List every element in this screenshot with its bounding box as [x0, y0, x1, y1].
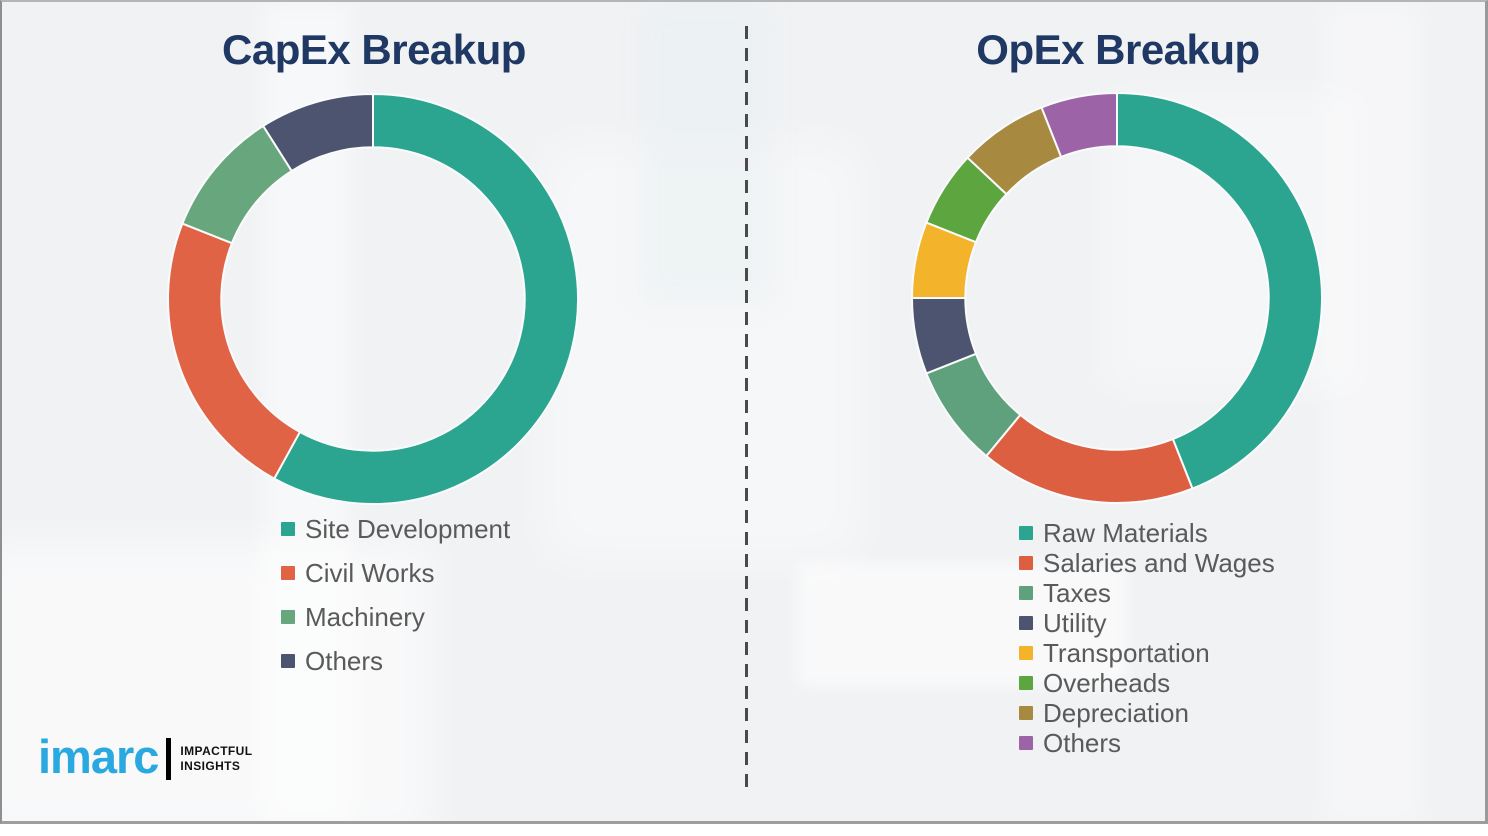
legend-swatch	[1019, 706, 1033, 720]
legend-label: Others	[1043, 727, 1122, 758]
legend-item: Site Development	[281, 513, 511, 544]
donut-segment-salaries-and-wages	[985, 413, 1194, 504]
legend-swatch	[281, 610, 295, 624]
legend-item: Depreciation	[1019, 698, 1275, 728]
legend-label: Taxes	[1043, 577, 1111, 608]
legend-label: Raw Materials	[1043, 517, 1208, 548]
legend-item: Utility	[1019, 608, 1275, 638]
legend-item: Machinery	[281, 601, 510, 632]
legend-item: Transportation	[1019, 638, 1275, 668]
legend-swatch	[1019, 526, 1033, 540]
legend-swatch	[1019, 556, 1033, 570]
legend-label: Machinery	[305, 601, 425, 632]
legend-label: Civil Works	[305, 557, 435, 588]
background-texture	[542, 142, 862, 562]
opex-donut-chart	[911, 92, 1323, 504]
legend-label: Site Development	[305, 513, 511, 544]
capex-donut-chart	[167, 93, 579, 505]
legend-swatch	[1019, 736, 1033, 750]
donut-segment-others	[262, 93, 374, 172]
vertical-dashed-divider	[745, 26, 748, 792]
legend-item: Salaries and Wages	[1019, 548, 1275, 578]
opex-legend: Raw Materials Salaries and Wages Taxes Util…	[1019, 518, 1275, 758]
donut-segment-others	[1040, 92, 1118, 158]
legend-label: Others	[305, 645, 384, 676]
legend-item: Others	[281, 645, 510, 676]
donut-segment-civil-works	[167, 222, 301, 480]
legend-label: Depreciation	[1043, 697, 1189, 728]
legend-swatch	[1019, 646, 1033, 660]
legend-item: Civil Works	[281, 557, 510, 588]
legend-item: Others	[1019, 728, 1275, 758]
legend-label: Transportation	[1043, 637, 1210, 668]
imarc-brand-text: imarc	[38, 730, 159, 783]
capex-chart-title: CapEx Breakup	[222, 26, 526, 73]
donut-segment-site-development	[273, 93, 579, 505]
donut-segment-raw-materials	[1116, 92, 1323, 490]
legend-swatch	[281, 566, 295, 580]
background-texture	[1322, 2, 1422, 821]
tagline-line2: INSIGHTS	[180, 758, 241, 773]
legend-swatch	[281, 522, 295, 536]
legend-item: Taxes	[1019, 578, 1275, 608]
imarc-logo: imarc IMPACTFUL INSIGHTS	[38, 733, 252, 780]
legend-swatch	[1019, 676, 1033, 690]
legend-label: Overheads	[1043, 667, 1171, 698]
imarc-tagline: IMPACTFUL INSIGHTS	[180, 744, 252, 774]
opex-chart-title: OpEx Breakup	[976, 26, 1260, 73]
legend-swatch	[1019, 586, 1033, 600]
legend-swatch	[281, 654, 295, 668]
capex-legend: Site Development Civil Works Machinery Othe…	[281, 513, 511, 691]
background-texture	[642, 2, 772, 302]
legend-label: Salaries and Wages	[1043, 547, 1275, 578]
legend-item: Overheads	[1019, 668, 1275, 698]
tagline-line1: IMPACTFUL	[180, 743, 253, 758]
legend-swatch	[1019, 616, 1033, 630]
legend-label: Utility	[1043, 607, 1107, 638]
legend-item: Raw Materials	[1019, 518, 1275, 548]
logo-divider-bar	[166, 737, 172, 780]
